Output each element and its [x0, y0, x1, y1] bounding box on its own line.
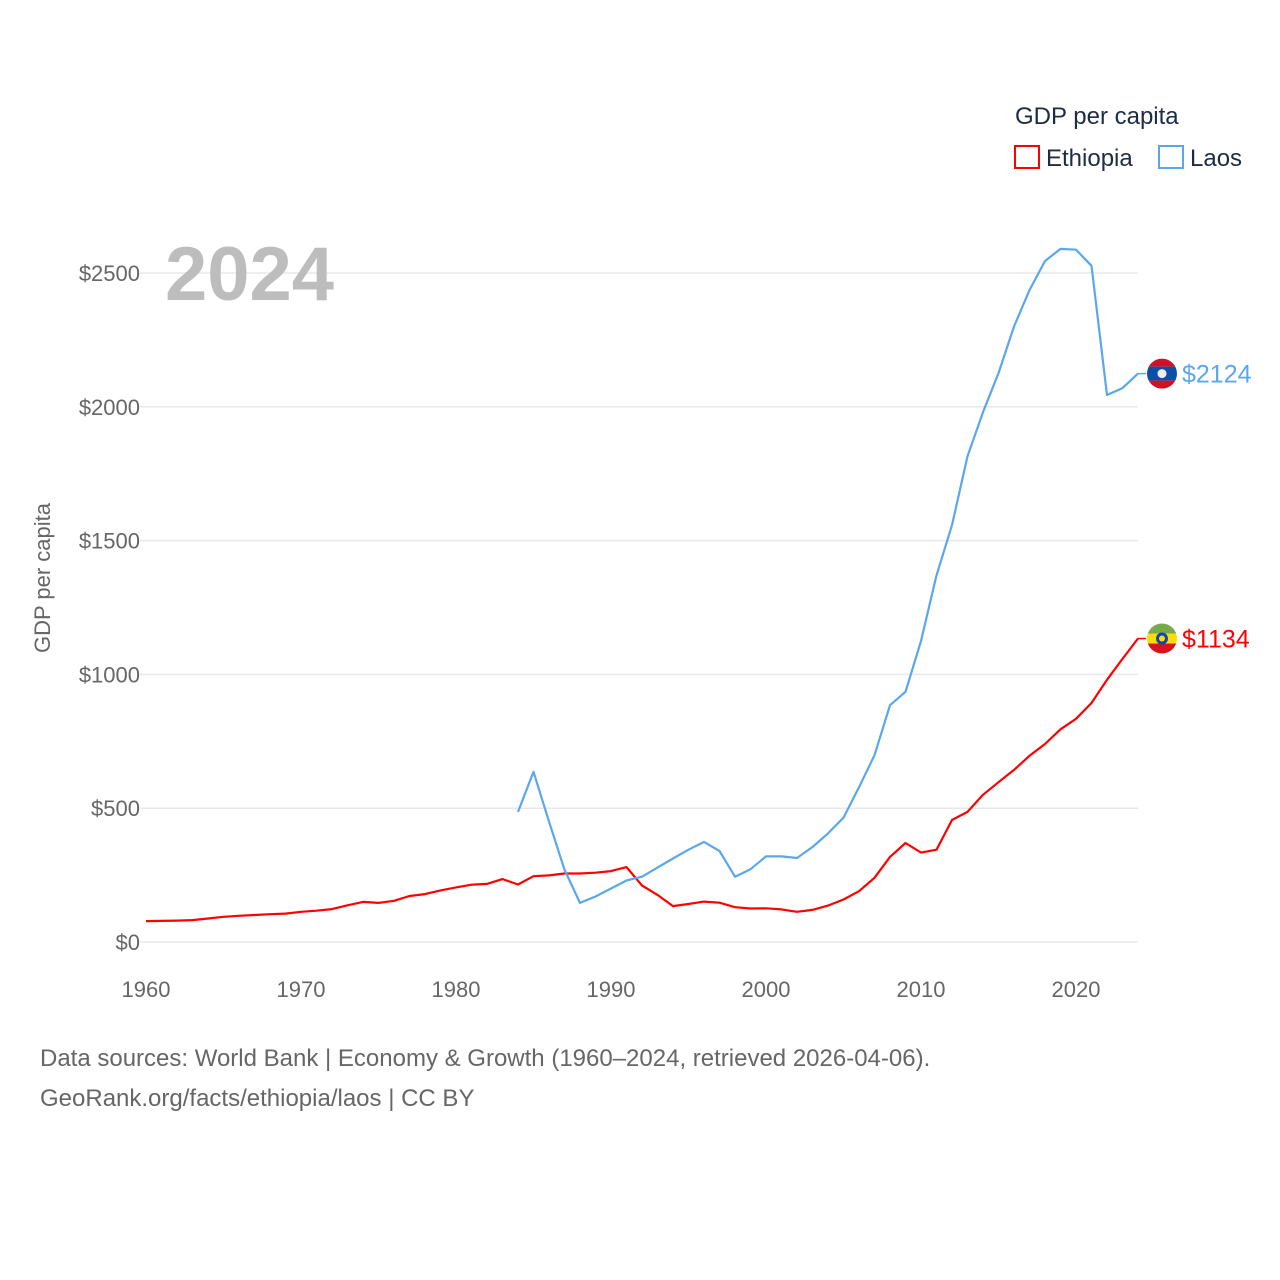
series-line-ethiopia — [145, 637, 1139, 923]
flag-band — [1147, 623, 1177, 634]
legend-label-laos: Laos — [1190, 145, 1242, 172]
series-line-laos — [516, 247, 1139, 905]
flag-band — [1147, 358, 1177, 367]
ethiopia-flag-icon — [1147, 623, 1177, 654]
footer-sources: Data sources: World Bank | Economy & Gro… — [40, 1045, 931, 1072]
laos-flag-icon — [1147, 358, 1177, 389]
flag-star — [1159, 635, 1165, 642]
x-tick-label: 2010 — [897, 977, 946, 1002]
x-tick-label: 1990 — [587, 977, 636, 1002]
flag-band — [1147, 643, 1177, 654]
y-tick-label: $2000 — [79, 395, 140, 420]
x-tick-label: 1970 — [277, 977, 326, 1002]
legend-label-ethiopia: Ethiopia — [1046, 145, 1133, 172]
y-tick-label: $2500 — [79, 261, 140, 286]
legend-title: GDP per capita — [1015, 103, 1179, 130]
end-value-label-laos: $2124 — [1182, 361, 1252, 389]
y-tick-label: $500 — [91, 796, 140, 821]
y-tick-label: $1500 — [79, 529, 140, 554]
x-tick-label: 2000 — [742, 977, 791, 1002]
y-tick-label: $0 — [116, 930, 140, 955]
x-tick-label: 2020 — [1052, 977, 1101, 1002]
legend-swatch-laos — [1158, 145, 1184, 169]
flag-moon — [1157, 369, 1167, 379]
end-value-label-ethiopia: $1134 — [1182, 626, 1250, 654]
y-axis-label: GDP per capita — [30, 502, 55, 653]
legend-swatch-ethiopia — [1014, 145, 1040, 169]
footer-attribution[interactable]: GeoRank.org/facts/ethiopia/laos | CC BY — [40, 1085, 475, 1112]
flag-band — [1147, 380, 1177, 389]
x-tick-label: 1980 — [432, 977, 481, 1002]
year-watermark: 2024 — [165, 232, 334, 317]
x-tick-label: 1960 — [122, 977, 171, 1002]
y-tick-label: $1000 — [79, 662, 140, 687]
